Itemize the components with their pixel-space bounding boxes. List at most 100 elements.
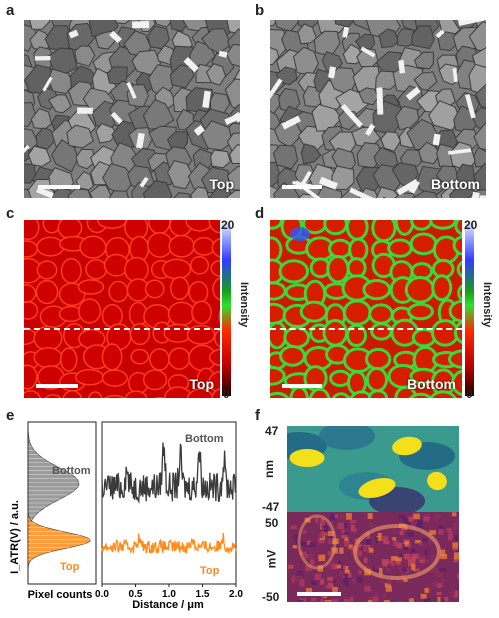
atr-grain [163,386,192,398]
sem-grain [413,71,438,91]
atr-grain [101,343,123,371]
sem-grain [27,145,52,167]
atr-grain [409,220,433,231]
histogram-ylabel: I_ATR(V) / a.u. [9,500,21,574]
kpfm-noise [350,520,357,524]
x-tick-label: 0.5 [129,589,143,600]
kpfm-noise [344,540,350,547]
kpfm-noise [343,598,350,602]
kpfm-noise [343,577,348,584]
kpfm-noise [305,587,312,595]
atr-grain [408,392,433,398]
kpfm-noise [396,542,403,549]
kpfm-noise [328,538,334,544]
atr-grain [24,364,38,390]
atr-grain [79,235,107,259]
kpfm-noise [368,547,374,553]
kpfm-noise [407,544,411,548]
sem-grain [224,78,240,110]
atr-grain [367,389,389,398]
atr-grain [24,220,40,241]
kpfm-noise [299,579,305,587]
sem-bright-grain [396,179,419,196]
sem-bright-grain [360,46,376,58]
kpfm-noise [318,533,324,539]
kpfm-potential-map [287,512,459,602]
kpfm-noise [293,575,300,583]
scale-bar [282,185,322,189]
sem-grain [75,171,94,191]
kpfm-noise [375,592,379,598]
line-legend-top: Top [200,565,220,577]
atr-grain [129,322,151,346]
atr-grain [77,279,105,295]
kpfm-noise [350,524,355,532]
atr-map-top: Top [24,220,220,398]
sem-bright-grain [233,111,240,123]
sem-bright-grain [193,124,205,136]
kpfm-noise [437,582,442,589]
kpfm-noise [430,568,434,574]
kpfm-grain-boundary [297,514,337,570]
kpfm-noise [320,599,324,602]
atr-grain [210,259,220,277]
atr-grain [211,237,220,258]
atr-grain [162,258,192,280]
kpfm-noise [383,599,390,602]
sem-bright-grain [328,66,336,79]
kpfm-noise [456,518,459,525]
atr-grain [148,220,171,235]
sem-bright-grain [218,50,228,58]
kpfm-noise [402,518,409,525]
sem-bright-grain [398,60,406,74]
kpfm-noise [449,527,457,531]
sem-bright-grain [342,26,350,38]
sem-grain [473,146,486,168]
sem-grain [468,21,486,52]
atr-grain [365,347,392,371]
kpfm-noise [384,583,392,588]
sem-bright-grain [131,21,150,29]
kpfm-noise [450,590,456,596]
atr-grain [33,325,63,351]
kpfm-noise [402,567,408,573]
kpfm-noise [309,542,316,548]
sem-image-top: Top [24,20,240,198]
kpfm-noise [440,577,445,585]
sem-bright-grain [224,114,239,125]
kpfm-noise [453,547,458,551]
sem-grain [334,20,356,28]
kpfm-noise [437,596,441,602]
kpfm-noise [334,513,339,519]
kpfm-noise [398,515,406,519]
sem-bright-grain [126,81,137,100]
kpfm-noise [325,584,331,589]
atr-high-intensity-spot [290,227,310,241]
atr-grain [144,279,165,299]
sem-grain [270,47,280,66]
sem-grain [226,190,240,198]
atr-grain [36,236,65,257]
kpfm-noise [425,559,430,564]
kpfm-noise [457,573,459,579]
atr-grain [429,390,457,398]
kpfm-noise [356,576,363,583]
sem-grain [209,149,231,169]
sem-bright-grain [432,133,441,146]
sem-grain [67,187,92,198]
sem-bright-grain [452,68,458,83]
afm-topography-texture [287,426,459,512]
kpfm-noise [324,601,330,602]
afm-topography-map [287,426,459,512]
atr-grain [370,322,393,341]
kpfm-noise [424,587,429,593]
kpfm-noise [290,525,297,530]
atr-grain [342,299,372,326]
kpfm-noise [302,530,307,534]
colorbar-c-min: 0 [223,387,230,401]
kpfm-noise [367,513,373,520]
atr-map-bottom-texture [270,220,462,398]
atr-grain [124,256,149,283]
panel-letter-d: d [255,205,265,222]
afm-platelet [392,436,422,456]
